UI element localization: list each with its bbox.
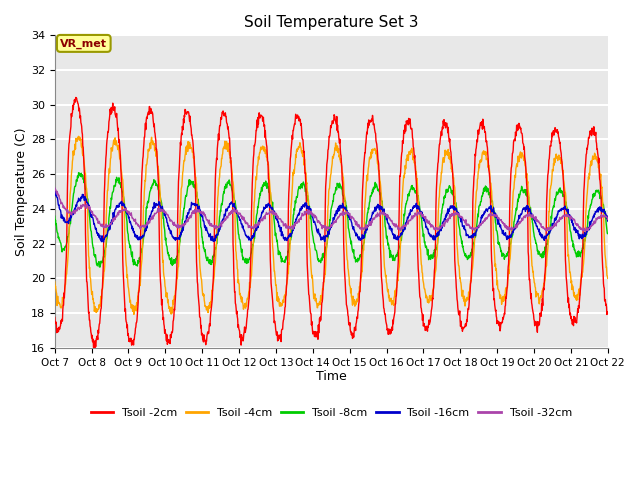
Legend: Tsoil -2cm, Tsoil -4cm, Tsoil -8cm, Tsoil -16cm, Tsoil -32cm: Tsoil -2cm, Tsoil -4cm, Tsoil -8cm, Tsoi… [86, 403, 576, 422]
Text: VR_met: VR_met [60, 38, 108, 48]
X-axis label: Time: Time [316, 370, 347, 384]
Title: Soil Temperature Set 3: Soil Temperature Set 3 [244, 15, 419, 30]
Y-axis label: Soil Temperature (C): Soil Temperature (C) [15, 127, 28, 256]
